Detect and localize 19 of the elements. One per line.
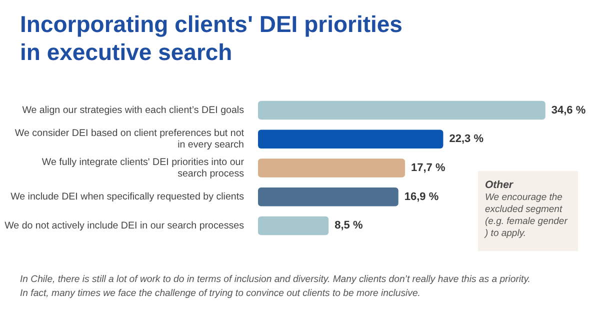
bar (258, 158, 406, 178)
y-tick-label: We fully integrate clients' DEI priorities into our search process (42, 156, 245, 180)
y-tick-label: We consider DEI based on client preferences but not in every search (14, 128, 244, 151)
bar (258, 130, 444, 149)
y-tick-label: We do not actively include DEI in our search processes (4, 220, 244, 232)
y-tick-label: We align our strategies with each client’s DEI goals (22, 105, 244, 116)
bar (258, 187, 398, 206)
annotation: We encourage the excluded segment (e.g. female gender ) to apply. (485, 192, 569, 240)
y-tick-label: We include DEI when specifically requested by clients (10, 192, 244, 203)
data-label: 34,6 % (551, 104, 586, 116)
data-label: 17,7 % (411, 162, 446, 174)
data-label: 16,9 % (404, 190, 439, 203)
annotation: Other (485, 179, 514, 191)
data-label: 22,3 % (449, 133, 484, 146)
chart-title: Incorporating clients' DEI priorities in executive search (20, 10, 404, 66)
bar (258, 100, 546, 120)
text: In Chile, there is still a lot of work to do in terms of inclusion and diversity. Many clients don’t really have this as a priority. In fact, many times we face the challenge of trying to convince out clients to be more inclusive. (20, 273, 530, 301)
data-label: 8,5 % (334, 220, 363, 232)
bar (258, 216, 329, 236)
